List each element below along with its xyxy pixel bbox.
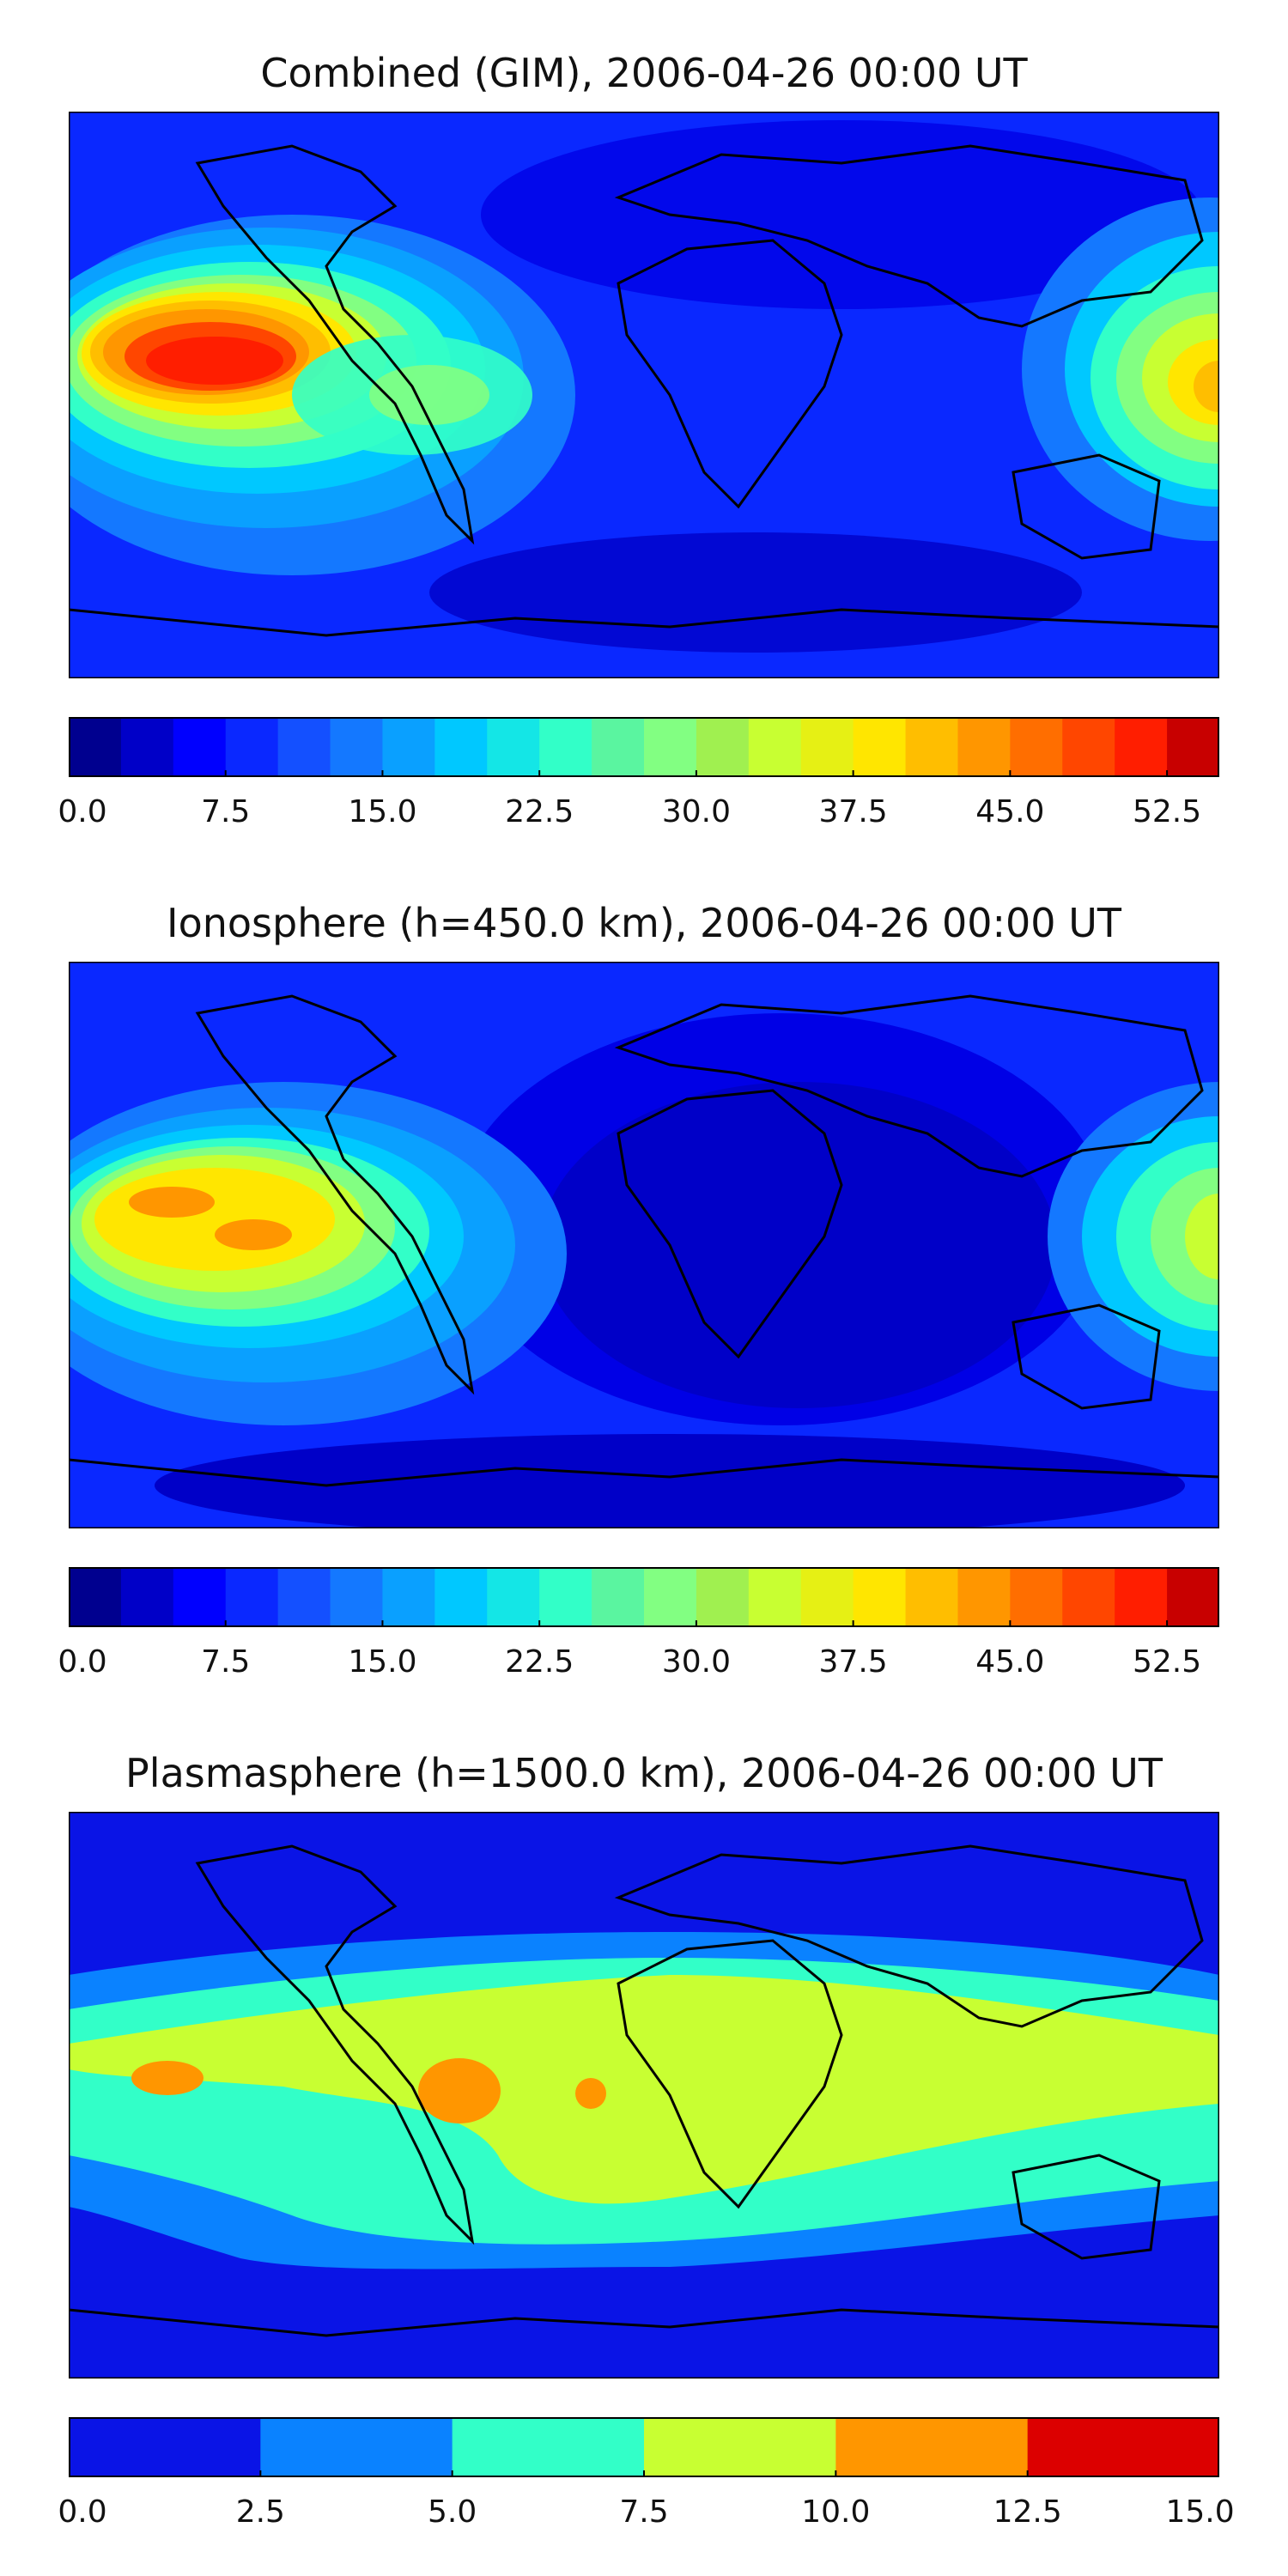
colorbar bbox=[69, 2417, 1219, 2477]
tec-map bbox=[69, 112, 1219, 678]
colorbar-tick-label: 10.0 bbox=[801, 2494, 871, 2530]
colorbar-segment bbox=[382, 1567, 435, 1627]
colorbar-segment bbox=[592, 1567, 645, 1627]
colorbar-segment bbox=[452, 2417, 645, 2477]
colorbar-segment bbox=[748, 717, 802, 777]
colorbar-segment bbox=[835, 2417, 1029, 2477]
colorbar-tick-label: 7.5 bbox=[201, 1644, 251, 1680]
colorbar-segment bbox=[1167, 717, 1219, 777]
colorbar-tick-label: 52.5 bbox=[1133, 794, 1202, 829]
colorbar-segment bbox=[434, 717, 488, 777]
colorbar-segment bbox=[696, 1567, 750, 1627]
colorbar-tick-label: 45.0 bbox=[975, 1644, 1045, 1680]
colorbar-ticks: 0.0 7.5 15.0 22.5 30.0 37.5 45.0 52.5 bbox=[58, 794, 1219, 837]
colorbar-segment bbox=[905, 717, 958, 777]
colorbar-ticks: 0.0 2.5 5.0 7.5 10.0 12.5 15.0 bbox=[58, 2494, 1234, 2537]
colorbar-segment bbox=[800, 717, 854, 777]
colorbar-segment bbox=[1115, 1567, 1168, 1627]
colorbar-tick-label: 0.0 bbox=[58, 794, 107, 829]
colorbar-tick-label: 22.5 bbox=[505, 794, 574, 829]
colorbar-tick-label: 0.0 bbox=[58, 1644, 107, 1680]
colorbar-tick-label: 7.5 bbox=[619, 2494, 669, 2530]
colorbar-segment bbox=[800, 1567, 854, 1627]
colorbar-segment bbox=[120, 1567, 174, 1627]
colorbar-segment bbox=[382, 717, 435, 777]
colorbar-segment bbox=[1115, 717, 1168, 777]
colorbar-segment bbox=[644, 1567, 697, 1627]
colorbar-segment bbox=[644, 2417, 836, 2477]
colorbar-tick-label: 15.0 bbox=[348, 1644, 417, 1680]
colorbar-segment bbox=[1010, 1567, 1063, 1627]
colorbar-segment bbox=[539, 717, 592, 777]
colorbar-segment bbox=[330, 1567, 383, 1627]
colorbar-segment bbox=[1062, 717, 1115, 777]
panel-title: Ionosphere (h=450.0 km), 2006-04-26 00:0… bbox=[167, 900, 1121, 946]
colorbar-tick-label: 45.0 bbox=[975, 794, 1045, 829]
colorbar-tick-label: 15.0 bbox=[348, 794, 417, 829]
colorbar-segment bbox=[644, 717, 697, 777]
colorbar-tick-label: 7.5 bbox=[201, 794, 251, 829]
colorbar-segment bbox=[434, 1567, 488, 1627]
colorbar bbox=[69, 1567, 1219, 1627]
colorbar-segment bbox=[69, 2417, 261, 2477]
colorbar-frame bbox=[69, 1567, 1219, 1627]
colorbar-segment bbox=[225, 1567, 279, 1627]
colorbar-segment bbox=[173, 717, 227, 777]
colorbar-segment bbox=[957, 1567, 1011, 1627]
colorbar bbox=[69, 717, 1219, 777]
panel-title: Combined (GIM), 2006-04-26 00:00 UT bbox=[260, 50, 1028, 96]
colorbar-tick-label: 0.0 bbox=[58, 2494, 107, 2530]
colorbar-tick-label: 52.5 bbox=[1133, 1644, 1202, 1680]
colorbar-tick-label: 37.5 bbox=[818, 1644, 888, 1680]
colorbar-segment bbox=[260, 2417, 453, 2477]
colorbar-ticks: 0.0 7.5 15.0 22.5 30.0 37.5 45.0 52.5 bbox=[58, 1644, 1219, 1687]
colorbar-tick-label: 15.0 bbox=[1165, 2494, 1235, 2530]
colorbar-segment bbox=[69, 1567, 122, 1627]
colorbar-segment bbox=[1010, 717, 1063, 777]
colorbar-segment bbox=[696, 717, 750, 777]
colorbar-tick-label: 30.0 bbox=[661, 794, 731, 829]
colorbar-segment bbox=[748, 1567, 802, 1627]
colorbar-tick-label: 30.0 bbox=[661, 1644, 731, 1680]
colorbar-tick-label: 5.0 bbox=[428, 2494, 477, 2530]
colorbar-tick-label: 22.5 bbox=[505, 1644, 574, 1680]
panel-title: Plasmasphere (h=1500.0 km), 2006-04-26 0… bbox=[125, 1750, 1163, 1796]
colorbar-segment bbox=[1062, 1567, 1115, 1627]
colorbar-segment bbox=[539, 1567, 592, 1627]
colorbar-segment bbox=[277, 717, 331, 777]
colorbar-segment bbox=[1167, 1567, 1219, 1627]
colorbar-frame bbox=[69, 717, 1219, 777]
colorbar-segment bbox=[487, 717, 540, 777]
colorbar-segment bbox=[225, 717, 279, 777]
colorbar-segment bbox=[853, 1567, 907, 1627]
colorbar-tick-label: 37.5 bbox=[818, 794, 888, 829]
colorbar-segment bbox=[957, 717, 1011, 777]
colorbar-segment bbox=[330, 717, 383, 777]
colorbar-segment bbox=[487, 1567, 540, 1627]
colorbar-segment bbox=[120, 717, 174, 777]
colorbar-segment bbox=[277, 1567, 331, 1627]
colorbar-segment bbox=[592, 717, 645, 777]
colorbar-segment bbox=[853, 717, 907, 777]
colorbar-segment bbox=[173, 1567, 227, 1627]
colorbar-segment bbox=[69, 717, 122, 777]
tec-map bbox=[69, 1812, 1219, 2379]
colorbar-tick-label: 12.5 bbox=[993, 2494, 1062, 2530]
colorbar-tick-label: 2.5 bbox=[235, 2494, 285, 2530]
tec-map bbox=[69, 962, 1219, 1528]
colorbar-segment bbox=[905, 1567, 958, 1627]
colorbar-segment bbox=[1027, 2417, 1219, 2477]
